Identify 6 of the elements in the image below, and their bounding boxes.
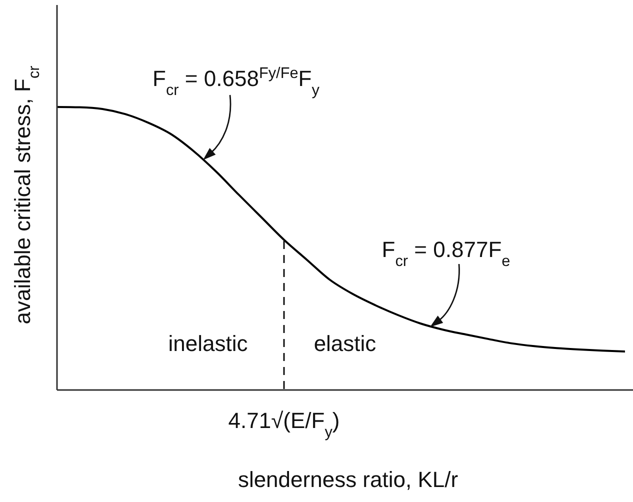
text: F$_{cr}$ = 0.658$^{Fy/Fe}$F$_{y}$ (152, 64, 320, 98)
annotation: inelastic (168, 331, 248, 356)
x-axis-title: slenderness ratio, KL/r (238, 467, 458, 492)
text: 4.71√(E/F$_{y}$) (228, 408, 340, 440)
annotation: elastic (314, 331, 376, 356)
annotation: F$_{cr}$ = 0.877F$_{e}$ (382, 237, 510, 270)
